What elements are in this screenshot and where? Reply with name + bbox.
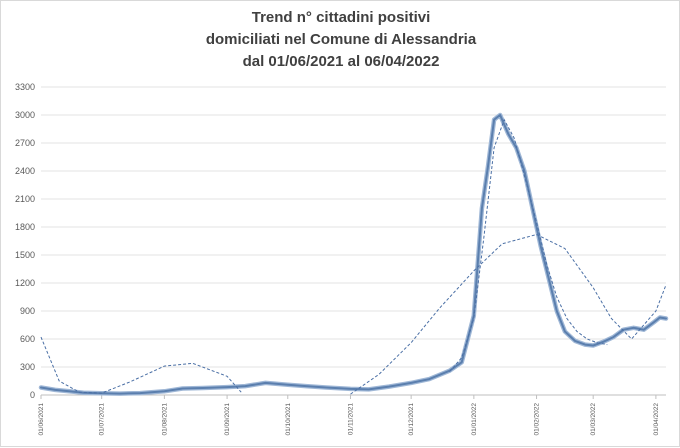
- x-tick-label: 01/09/2021: [224, 403, 231, 436]
- trend-line-2: [350, 233, 667, 395]
- chart-title-line-2: domiciliati nel Comune di Alessandria: [205, 31, 477, 48]
- x-tick-label: 01/07/2021: [99, 403, 106, 436]
- gridlines: [41, 86, 666, 396]
- y-tick-label: 2700: [15, 138, 35, 148]
- y-axis-ticks: 0 300 600 900 1200 1500 1800 2100 2400 2700 3000 33…: [15, 82, 35, 400]
- series-line-positivi: [40, 114, 667, 395]
- series-line-halo: [38, 112, 669, 396]
- x-tick-label: 01/08/2021: [161, 403, 168, 436]
- y-tick-label: 2100: [15, 194, 35, 204]
- x-tick-label: 01/12/2021: [408, 403, 415, 436]
- chart-title-line-3: dal 01/06/2021 al 06/04/2022: [242, 53, 440, 70]
- trend-line-1: [40, 336, 242, 394]
- x-tick-label: 01/04/2022: [653, 403, 660, 436]
- y-tick-label: 900: [20, 306, 35, 316]
- x-tick-label: 01/10/2021: [285, 403, 292, 436]
- x-tick-label: 01/11/2021: [347, 403, 354, 435]
- trend-line-3: [449, 118, 608, 373]
- series-group: [38, 112, 669, 396]
- y-tick-label: 3300: [15, 82, 35, 92]
- y-tick-label: 300: [20, 362, 35, 372]
- x-tick-label: 01/01/2022: [471, 403, 478, 436]
- y-tick-label: 0: [30, 390, 35, 400]
- y-tick-label: 1200: [15, 278, 35, 288]
- x-tick-label: 01/03/2022: [590, 403, 597, 436]
- y-tick-label: 600: [20, 334, 35, 344]
- x-axis-ticks: 01/06/2021 01/07/2021 01/08/2021 01/09/2021…: [38, 395, 660, 436]
- chart-title-line-1: Trend n° cittadini positivi: [251, 9, 431, 26]
- y-tick-label: 3000: [15, 110, 35, 120]
- x-tick-label: 01/06/2021: [38, 403, 45, 436]
- y-tick-label: 1500: [15, 250, 35, 260]
- y-tick-label: 2400: [15, 166, 35, 176]
- y-tick-label: 1800: [15, 222, 35, 232]
- x-tick-label: 01/02/2022: [534, 403, 541, 436]
